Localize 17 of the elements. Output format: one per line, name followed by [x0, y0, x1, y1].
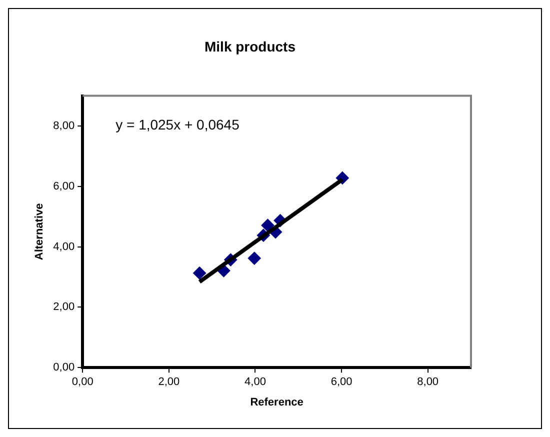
annotation: y = 1,025x + 0,0645 [116, 116, 240, 133]
point [193, 266, 206, 280]
x-tick-label: 2,00 [158, 376, 180, 388]
x-tick-label: 0,00 [72, 376, 94, 388]
chart-title: Milk products [204, 38, 296, 54]
x-tick-label: 4,00 [244, 376, 266, 388]
x-axis-title: Reference [250, 396, 304, 408]
y-tick-label: 8,00 [53, 120, 75, 132]
y-tick-label: 6,00 [53, 180, 75, 192]
y-tick-label: 2,00 [53, 301, 75, 314]
y-tick-label: 4,00 [53, 240, 75, 253]
x-tick-label: 8,00 [417, 376, 439, 388]
x-tick-label: 6,00 [330, 376, 352, 388]
point [261, 218, 274, 232]
y-axis-title: Alternative [34, 203, 46, 260]
y-tick-label: 0,00 [53, 362, 75, 374]
point [248, 252, 261, 265]
